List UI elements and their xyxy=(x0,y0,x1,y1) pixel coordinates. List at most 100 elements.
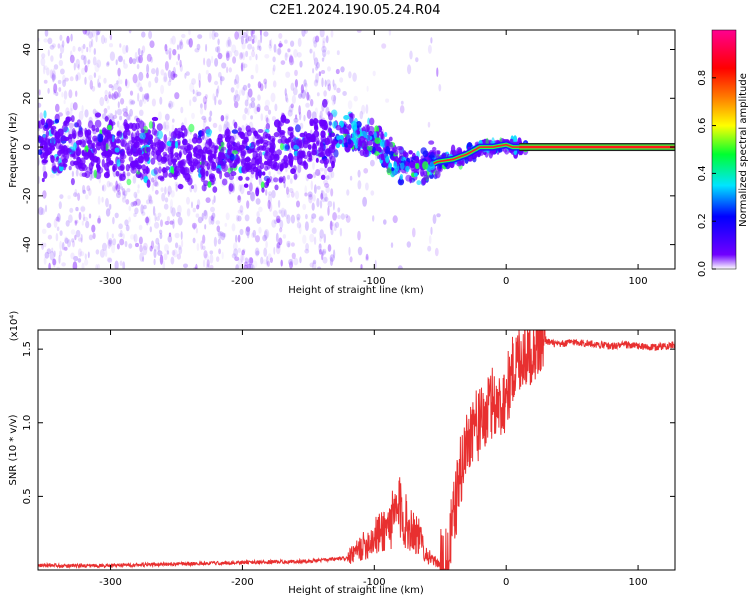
spectrogram-speckle xyxy=(77,248,82,258)
spectrogram-speckle xyxy=(308,94,311,101)
spectrogram-speckle xyxy=(220,231,223,237)
spectrogram-speckle xyxy=(169,77,172,82)
spectrogram-speckle xyxy=(293,257,299,266)
spectrogram-ridge-cell xyxy=(50,155,55,164)
spectrogram-speckle xyxy=(207,73,212,83)
spectrogram-speckle xyxy=(96,263,100,269)
spectrogram-ridge-cell xyxy=(39,142,44,148)
spectrogram-speckle xyxy=(217,230,222,237)
spectrogram-ridge-cell xyxy=(357,139,363,149)
spectrogram-speckle xyxy=(53,250,56,258)
spectrogram-speckle xyxy=(104,94,108,102)
spectrogram-ridge-cell xyxy=(107,124,113,131)
spectrogram-speckle xyxy=(243,264,248,269)
spectrogram-speckle xyxy=(298,93,303,99)
spectrogram-ridge-cell xyxy=(151,128,157,136)
spectrogram-speckle xyxy=(114,212,119,219)
spectrogram-speckle xyxy=(278,237,283,246)
spectrogram-ridge-cell xyxy=(290,168,296,175)
spectrogram-speckle xyxy=(179,64,183,72)
spectrogram-ridge-cell xyxy=(116,138,121,144)
spectrogram-speckle xyxy=(211,216,215,222)
spectrogram-ridge-cell xyxy=(273,177,279,183)
spectrogram-speckle xyxy=(372,215,375,222)
spectrogram-speckle xyxy=(434,247,439,257)
spectrogram-speckle xyxy=(250,191,255,201)
spectrogram-ridge-cell xyxy=(351,132,356,140)
spectrogram-speckle xyxy=(82,189,86,195)
spectrogram-speckle xyxy=(84,30,90,36)
spectrogram-speckle xyxy=(310,180,313,191)
spectrogram-ridge-cell xyxy=(106,168,110,177)
spectrogram-speckle xyxy=(221,251,224,260)
spectrogram-speckle xyxy=(266,255,269,266)
spectrogram-speckle xyxy=(211,55,214,64)
spectrogram-speckle xyxy=(167,185,172,195)
spectrogram-speckle xyxy=(141,31,146,38)
colorbar-ticks: 0.0 0.2 0.4 0.6 0.8 xyxy=(697,70,716,277)
spectrogram-speckle xyxy=(258,45,262,52)
spectrogram-speckle xyxy=(264,105,270,112)
spectrogram-speckle xyxy=(98,75,101,80)
spectrogram-speckle xyxy=(81,220,84,226)
spectrogram-speckle xyxy=(296,52,302,58)
spectrogram-speckle xyxy=(251,46,255,52)
spectrogram-speckle xyxy=(86,60,90,68)
spectrogram-speckle xyxy=(262,234,267,242)
spectrogram-ridge-cell xyxy=(340,126,347,134)
spectrogram-speckle xyxy=(264,81,267,89)
spectrogram-ridge-cell xyxy=(49,145,56,151)
spectrogram-speckle xyxy=(185,71,190,76)
spectrogram-speckle xyxy=(286,240,291,248)
spectrogram-speckle xyxy=(345,214,349,219)
spectrogram-ridge-cell xyxy=(432,146,437,152)
spectrogram-speckle xyxy=(138,224,143,231)
spectrogram-ridge-cell xyxy=(95,127,100,133)
spectrogram-speckle xyxy=(70,50,73,58)
spectrogram-speckle xyxy=(93,72,97,78)
spectrogram-speckle xyxy=(184,117,187,126)
spectrogram-speckle xyxy=(315,169,321,176)
spectrogram-speckle xyxy=(290,214,295,224)
spectrogram-speckle xyxy=(315,65,318,71)
spectrogram-speckle xyxy=(214,80,219,86)
spectrogram-ridge-cell xyxy=(137,164,141,172)
spectrogram-speckle xyxy=(303,114,306,122)
spectrogram-ridge-cell xyxy=(233,121,238,129)
spectrogram-speckle xyxy=(217,238,222,245)
spectrogram-ridge-cell xyxy=(353,137,359,147)
spectrogram-speckle xyxy=(179,59,182,68)
spectrogram-speckle xyxy=(337,207,341,213)
spectrogram-speckle xyxy=(162,260,166,269)
spectrogram-speckle xyxy=(213,195,216,204)
spectrogram-speckle xyxy=(180,106,184,114)
spectrogram-speckle xyxy=(314,184,317,194)
spectrogram-speckle xyxy=(291,252,296,260)
spectrogram-ridge-cell xyxy=(95,158,99,163)
spectrogram-speckle xyxy=(278,209,282,214)
spectrogram-speckle xyxy=(239,184,245,195)
spectrogram-speckle xyxy=(324,192,328,202)
spectrogram-speckle xyxy=(142,205,145,214)
spectrogram-speckle xyxy=(64,77,69,82)
spectrogram-ridge-cell xyxy=(322,98,328,108)
spectrogram-speckle xyxy=(325,175,330,181)
spectrogram-ridge-cell xyxy=(243,183,249,188)
spectrogram-speckle xyxy=(146,53,152,62)
spectrogram-ridge-cell xyxy=(104,116,109,122)
spectrogram-speckle xyxy=(191,222,197,229)
spectrogram-speckle xyxy=(169,37,173,45)
spectrogram-speckle xyxy=(88,234,93,241)
spectrogram-speckle xyxy=(183,263,188,269)
spectrogram-speckle xyxy=(82,213,85,222)
spectrogram-speckle xyxy=(245,30,249,35)
spectrogram-speckle xyxy=(215,220,221,225)
spectrogram-speckle xyxy=(102,242,107,251)
spectrogram-speckle xyxy=(227,39,232,48)
spectrogram-speckle xyxy=(188,30,191,36)
spectrogram-speckle xyxy=(362,196,367,207)
spectrogram-ridge-cell xyxy=(158,166,162,174)
spectrogram-ridge-cell xyxy=(261,187,265,193)
spectrogram-speckle xyxy=(53,89,56,95)
spectrogram-ridge-cell xyxy=(145,165,149,175)
